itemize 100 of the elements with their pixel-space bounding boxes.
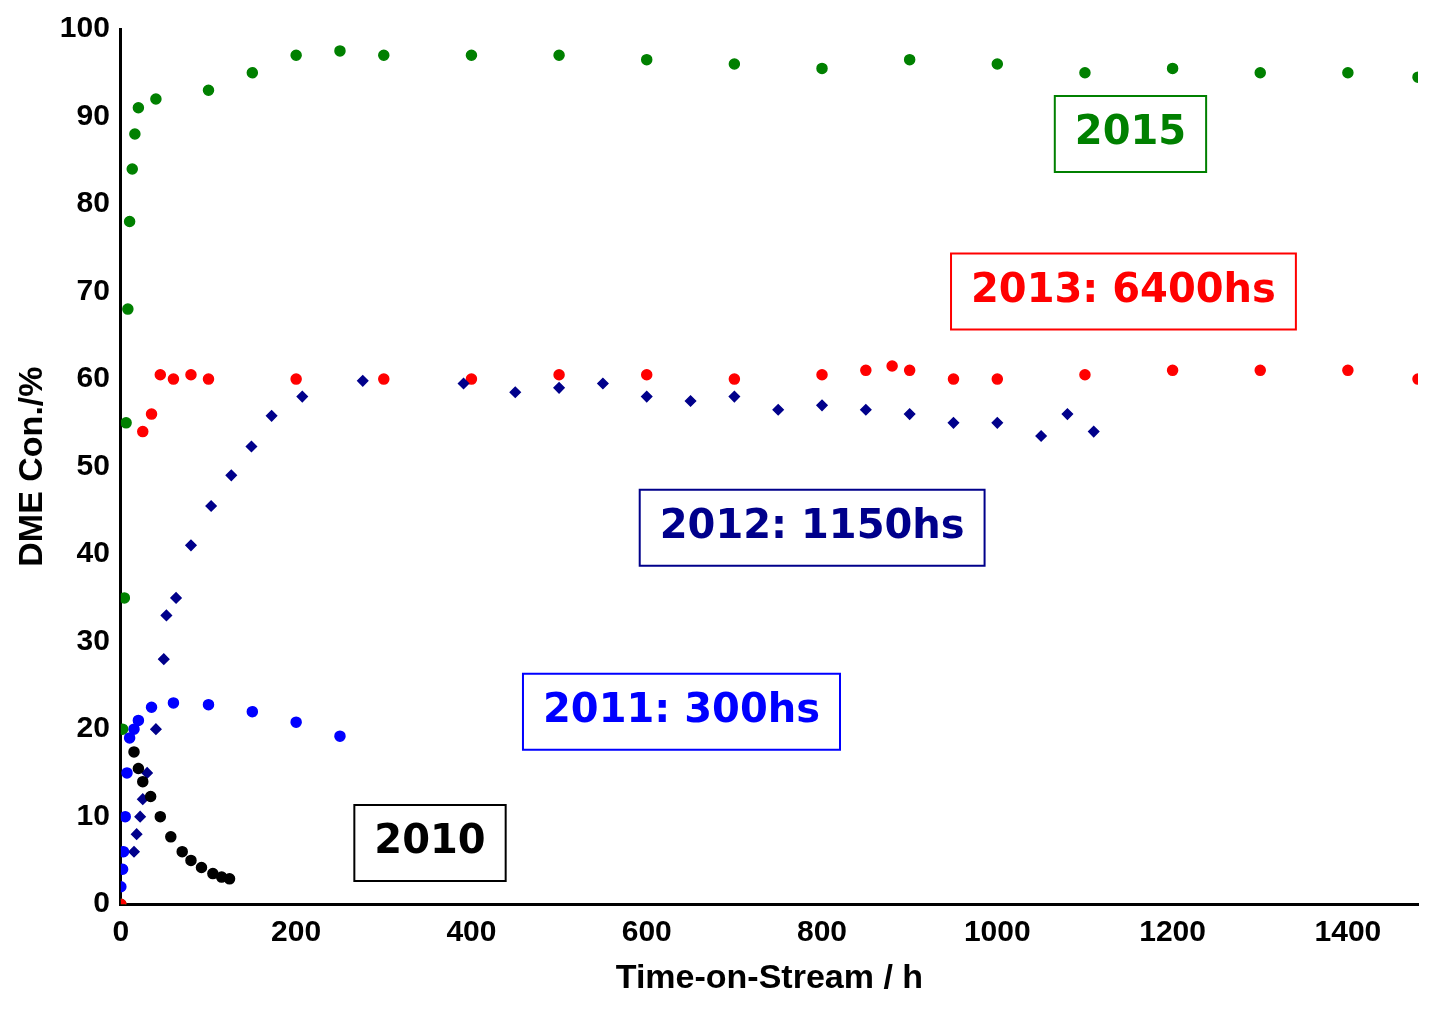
point: [1342, 67, 1354, 79]
point: [246, 67, 259, 79]
point: [207, 867, 219, 880]
point: [772, 403, 784, 416]
point: [553, 49, 565, 62]
point: [886, 360, 898, 372]
point: [167, 697, 180, 709]
point: [145, 701, 158, 714]
point: [137, 425, 149, 438]
point: [903, 408, 916, 420]
point: [185, 539, 197, 552]
point: [185, 368, 197, 381]
point: [145, 408, 158, 420]
point: [123, 732, 136, 744]
x-tick-label: 1400: [1314, 914, 1382, 948]
point: [357, 375, 369, 387]
point: [122, 303, 134, 315]
point: [947, 417, 960, 429]
y-tick-label: 0: [93, 885, 110, 919]
point: [553, 368, 565, 381]
point: [290, 373, 302, 385]
point: [202, 84, 215, 97]
point: [132, 762, 145, 775]
point: [728, 390, 741, 403]
point: [1079, 368, 1091, 381]
point: [903, 364, 916, 377]
point: [334, 45, 346, 57]
point: [378, 49, 390, 62]
point: [202, 373, 215, 385]
x-axis-title: Time-on-Stream / h: [615, 956, 924, 995]
x-tick-label: 1000: [963, 914, 1031, 948]
point: [1087, 425, 1100, 438]
y-tick-label: 20: [76, 710, 110, 744]
point: [144, 790, 157, 803]
x-tick-label: 200: [271, 914, 322, 948]
point: [176, 845, 188, 858]
point: [296, 390, 309, 403]
point: [121, 767, 133, 779]
point: [816, 368, 828, 381]
point: [684, 395, 697, 407]
point: [128, 845, 140, 858]
point: [265, 410, 278, 422]
point: [126, 163, 138, 175]
point: [553, 382, 565, 394]
series-label: 2015: [1074, 107, 1187, 154]
point: [123, 215, 136, 228]
point: [130, 828, 143, 840]
point: [378, 373, 390, 385]
point: [165, 831, 177, 843]
point: [597, 377, 609, 390]
point: [991, 373, 1004, 385]
y-tick-label: 10: [76, 797, 110, 831]
point: [1342, 364, 1354, 377]
text: 2011: 300hs: [542, 685, 820, 732]
point: [120, 810, 131, 823]
point: [1035, 430, 1047, 442]
point: [1166, 62, 1179, 75]
point: [816, 62, 828, 75]
point: [137, 775, 149, 788]
point: [1254, 67, 1266, 79]
point: [991, 58, 1004, 70]
point: [167, 373, 180, 385]
point: [816, 399, 828, 412]
x-tick-label: 800: [796, 914, 848, 948]
point: [290, 716, 302, 728]
x-tick-label: 1200: [1139, 914, 1206, 948]
point: [154, 810, 167, 823]
point: [947, 373, 960, 385]
point: [290, 49, 302, 62]
point: [129, 128, 141, 140]
point: [246, 705, 259, 718]
point: [245, 440, 258, 453]
y-tick-label: 30: [76, 622, 110, 656]
point: [120, 592, 131, 604]
point: [150, 723, 162, 735]
point: [1254, 364, 1266, 377]
y-tick-label: 90: [76, 97, 110, 131]
point: [457, 377, 470, 390]
point: [334, 730, 346, 742]
point: [1061, 408, 1074, 420]
point: [225, 469, 238, 482]
point: [141, 767, 153, 779]
point: [991, 417, 1004, 429]
y-tick-label: 100: [59, 10, 110, 44]
point: [134, 810, 146, 823]
y-tick-label: 80: [76, 185, 110, 219]
point: [154, 368, 167, 381]
point: [640, 53, 653, 66]
point: [150, 93, 162, 105]
x-tick-label: 600: [621, 914, 672, 948]
text: 2010: [374, 816, 486, 863]
point: [1079, 67, 1091, 79]
point: [640, 368, 653, 381]
point: [728, 58, 741, 70]
point: [860, 403, 872, 416]
y-tick-label: 60: [76, 360, 110, 394]
point: [120, 845, 130, 858]
x-tick-label: 400: [446, 914, 497, 948]
point: [728, 373, 741, 385]
point: [465, 49, 478, 62]
